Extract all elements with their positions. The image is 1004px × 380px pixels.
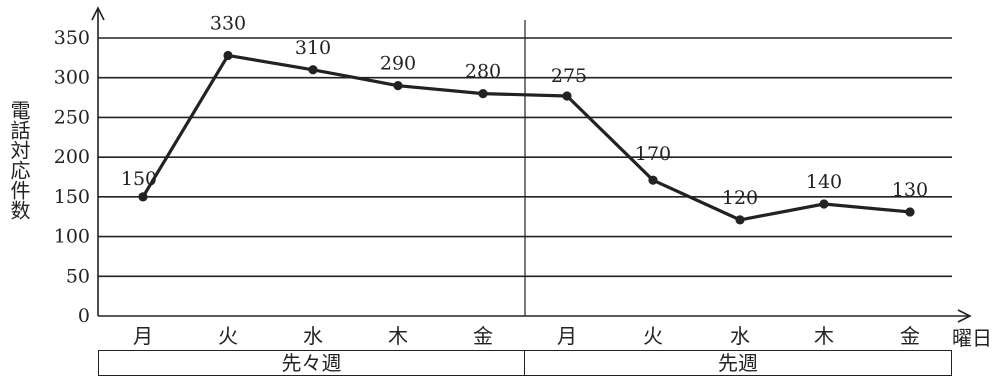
y-tick-label: 0: [78, 305, 90, 327]
data-point: [819, 199, 829, 209]
y-tick-label: 300: [54, 67, 90, 89]
data-labels: 150 330 310 290 280 275 170 120 140 130: [121, 12, 928, 208]
x-axis-arrow: [957, 309, 972, 323]
y-axis-arrow: [91, 6, 105, 21]
y-tick-label: 100: [54, 226, 90, 248]
x-tick-label: 木: [388, 324, 408, 348]
data-label: 290: [380, 53, 416, 75]
data-point: [393, 81, 403, 91]
x-tick-label: 木: [814, 324, 834, 348]
data-point: [138, 192, 148, 202]
series-line: [138, 50, 915, 225]
data-label: 130: [892, 179, 928, 201]
y-tick-label: 150: [54, 186, 90, 208]
x-axis-label: 曜日: [952, 326, 992, 350]
data-label: 170: [635, 143, 671, 165]
x-tick-label: 火: [218, 324, 238, 348]
x-tick-label: 水: [303, 324, 323, 348]
y-axis-label: 電話対応件数: [7, 100, 31, 220]
series-line-path: [141, 53, 911, 222]
y-tick-labels: 0 50 100 150 200 250 300 350: [54, 27, 90, 327]
axes: [91, 6, 972, 323]
data-label: 275: [551, 65, 587, 87]
week-group-label: 先々週: [98, 350, 525, 376]
y-tick-label: 350: [54, 27, 90, 49]
data-label: 310: [295, 37, 331, 59]
data-point: [905, 207, 915, 217]
x-tick-label: 月: [133, 324, 153, 348]
data-point: [735, 215, 745, 225]
data-label: 280: [465, 61, 501, 83]
data-point: [223, 50, 233, 61]
x-tick-label: 月: [557, 324, 577, 348]
data-point: [562, 91, 572, 101]
data-label: 120: [722, 187, 758, 209]
x-tick-label: 金: [473, 324, 493, 348]
data-point: [478, 89, 488, 99]
x-tick-labels: 月火水木金月火水木金: [133, 324, 920, 348]
y-tick-label: 50: [66, 265, 90, 287]
data-label: 150: [121, 168, 157, 190]
x-tick-label: 火: [643, 324, 663, 348]
y-tick-label: 250: [54, 106, 90, 128]
x-tick-label: 金: [900, 324, 920, 348]
gridlines: [98, 20, 952, 316]
data-label: 140: [806, 171, 842, 193]
week-group-label: 先週: [524, 350, 952, 376]
data-label: 330: [210, 12, 246, 34]
data-point: [308, 65, 318, 75]
data-point: [648, 175, 658, 185]
y-tick-label: 200: [54, 146, 90, 168]
x-tick-label: 水: [730, 324, 750, 348]
